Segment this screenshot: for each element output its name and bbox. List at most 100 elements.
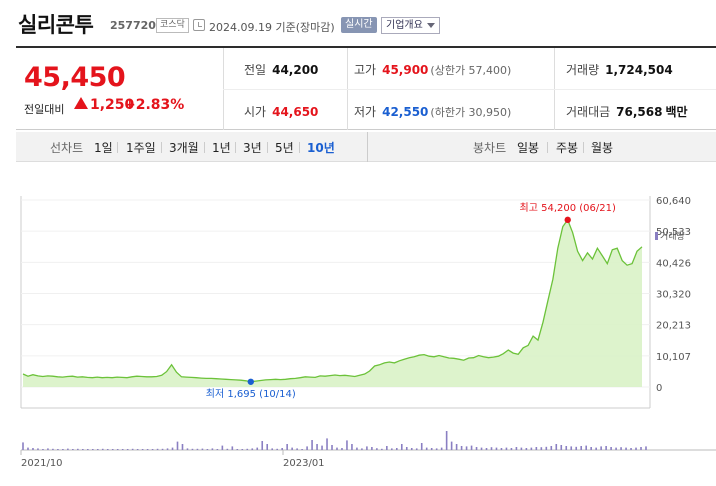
price-change-percent: +2.83% xyxy=(124,97,185,113)
stock-name: 실리콘투 xyxy=(18,13,94,37)
trade-value-amount: 76,568 xyxy=(616,105,663,119)
high-value: 45,900 xyxy=(382,63,429,77)
volume-bar xyxy=(216,449,219,450)
price-chart: 60,640 50,533 40,426 30,320 20,213 10,107 0 최고 … xyxy=(16,186,716,486)
period-3m[interactable]: 3개월 xyxy=(169,141,199,155)
volume-bar xyxy=(351,444,353,450)
high-marker xyxy=(564,216,571,224)
candle-monthly[interactable]: 월봉 xyxy=(591,141,614,155)
volume-bar xyxy=(420,443,423,450)
volume-bar xyxy=(271,448,273,450)
candle-daily[interactable]: 일봉 xyxy=(517,141,540,155)
volume-bar xyxy=(196,448,199,450)
price-line xyxy=(22,218,643,383)
price-change: 1,250 xyxy=(90,97,135,113)
volume-bar xyxy=(585,445,587,450)
volume-bar xyxy=(590,447,592,450)
separator xyxy=(117,142,118,153)
period-1w[interactable]: 1주일 xyxy=(126,141,156,155)
volume-bar xyxy=(440,447,443,450)
volume-bar xyxy=(381,448,383,450)
volume-bar xyxy=(32,448,34,450)
high-price: 고가 45,900 (상한가 57,400) xyxy=(354,61,511,78)
volume-bar xyxy=(600,446,602,450)
volume-bar xyxy=(500,448,503,450)
volume-bar xyxy=(296,448,298,450)
volume-bar xyxy=(565,446,568,450)
volume-bar xyxy=(106,449,109,450)
volume-bar xyxy=(425,447,428,450)
volume-bar xyxy=(261,441,264,450)
candle-weekly[interactable]: 주봉 xyxy=(556,141,579,155)
volume-bar xyxy=(171,447,174,450)
volume-bar xyxy=(306,446,308,450)
volume-bar xyxy=(236,449,239,450)
volume-bar xyxy=(211,448,214,450)
volume-bar xyxy=(326,438,328,450)
volume-bar xyxy=(286,444,288,450)
volume-label: 거래량 xyxy=(566,63,600,77)
volume-bar xyxy=(465,446,468,450)
volume-bar xyxy=(555,444,558,450)
separator xyxy=(299,142,300,153)
volume: 거래량 1,724,504 xyxy=(566,61,673,78)
x-tick-label: 2021/10 xyxy=(21,458,63,469)
volume-bar xyxy=(570,446,573,450)
prev-close-label: 전일 xyxy=(244,63,267,77)
volume-swatch xyxy=(655,232,658,240)
volume-bar xyxy=(291,447,293,450)
separator xyxy=(267,142,268,153)
upper-limit: (상한가 57,400) xyxy=(430,64,512,77)
volume-bar xyxy=(226,448,229,450)
volume-bar xyxy=(67,448,69,450)
volume-bar xyxy=(415,448,418,450)
volume-bar xyxy=(281,448,283,450)
realtime-button[interactable]: 실시간 xyxy=(341,17,377,33)
volume-bar xyxy=(490,447,493,450)
volume-bar xyxy=(475,447,478,450)
volume-bar xyxy=(445,431,448,450)
separator xyxy=(204,142,205,153)
volume-bar xyxy=(47,448,49,450)
market-badge: 코스닥 xyxy=(156,18,189,33)
volume-bar xyxy=(525,448,528,450)
volume-bar xyxy=(560,445,563,450)
volume-bar xyxy=(625,447,627,450)
period-1y[interactable]: 1년 xyxy=(212,141,231,155)
lower-limit: (하한가 30,950) xyxy=(430,106,512,119)
period-3y[interactable]: 3년 xyxy=(243,141,262,155)
y-tick-label: 20,213 xyxy=(656,321,691,332)
volume-bar xyxy=(96,449,99,450)
volume-bar xyxy=(166,448,169,450)
volume-bar xyxy=(455,444,458,450)
volume-bar xyxy=(181,444,184,450)
volume-bar xyxy=(82,449,84,450)
prev-close: 전일 44,200 xyxy=(244,61,318,78)
open-value: 44,650 xyxy=(272,105,319,119)
low-price: 저가 42,550 (하한가 30,950) xyxy=(354,103,511,120)
period-1d[interactable]: 1일 xyxy=(94,141,113,155)
volume-bar xyxy=(346,440,348,450)
period-10y[interactable]: 10년 xyxy=(307,141,335,155)
volume-bar xyxy=(301,449,303,450)
volume-bar xyxy=(276,448,278,450)
chevron-down-icon xyxy=(426,23,435,28)
volume-bar xyxy=(121,449,124,450)
open-label: 시가 xyxy=(244,105,267,119)
volume-bar xyxy=(201,448,204,450)
volume-bar xyxy=(386,446,388,450)
price-area-fill xyxy=(23,219,642,387)
volume-bar xyxy=(376,448,378,450)
volume-bar xyxy=(151,449,154,450)
line-chart-label: 선차트 xyxy=(50,141,84,155)
volume-bar xyxy=(251,448,254,450)
period-5y[interactable]: 5년 xyxy=(275,141,294,155)
volume-bar xyxy=(62,449,64,450)
company-overview-dropdown[interactable]: 기업개요 xyxy=(381,17,440,34)
volume-bar xyxy=(400,444,403,450)
volume-bar xyxy=(72,449,74,450)
divider xyxy=(223,89,716,90)
volume-bar xyxy=(545,446,548,450)
y-tick-label: 40,426 xyxy=(656,258,691,269)
stock-code: 257720 xyxy=(110,19,156,32)
